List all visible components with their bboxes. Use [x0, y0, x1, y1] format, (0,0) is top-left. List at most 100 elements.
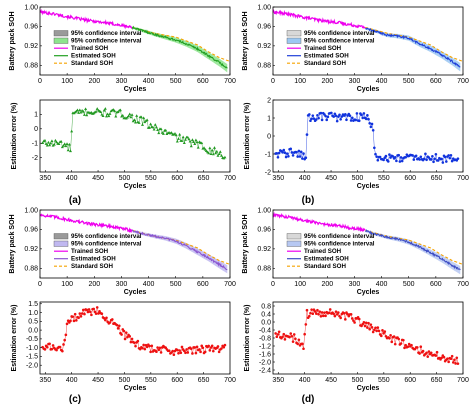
- error-point: [350, 116, 354, 120]
- error-point: [393, 156, 397, 159]
- error-point: [183, 138, 187, 141]
- error-point: [368, 121, 371, 125]
- error-point: [94, 312, 98, 315]
- error-xtick-label: 450: [92, 175, 104, 182]
- error-point: [361, 116, 365, 120]
- error-point: [159, 127, 163, 131]
- soh-xtick-label: 600: [197, 78, 209, 85]
- error-point: [133, 341, 136, 345]
- panel-label-a: (a): [69, 195, 81, 206]
- error-point: [291, 154, 295, 157]
- error-point: [95, 107, 99, 110]
- error-point: [287, 154, 290, 158]
- error-point: [58, 345, 62, 349]
- error-point: [312, 117, 316, 120]
- error-ytick-label: -0.4: [259, 327, 271, 334]
- soh-xtick-label: 100: [61, 78, 73, 85]
- error-xtick-label: 500: [119, 175, 131, 182]
- legend-ci-gray-label: 95% confidence interval: [304, 233, 375, 240]
- error-point: [389, 333, 392, 337]
- soh-ytick-label: 0.88: [257, 63, 271, 70]
- error-point: [116, 110, 120, 114]
- trained-soh-line: [272, 211, 366, 233]
- error-point: [313, 310, 317, 313]
- error-point: [182, 349, 186, 353]
- error-point: [419, 345, 423, 349]
- error-markers: [274, 111, 460, 164]
- error-ytick-label: 0.0: [261, 319, 271, 326]
- error-point: [129, 340, 133, 344]
- error-point: [404, 343, 407, 347]
- error-ytick-label: 0.0: [28, 327, 38, 334]
- error-xtick-label: 550: [145, 175, 157, 182]
- error-point: [185, 348, 188, 351]
- error-point: [65, 322, 69, 326]
- error-point: [303, 332, 306, 336]
- error-xtick-label: 500: [352, 377, 364, 384]
- error-point: [357, 317, 361, 321]
- error-point: [374, 326, 377, 330]
- error-point: [363, 324, 367, 328]
- error-point: [209, 152, 213, 155]
- error-point: [217, 350, 221, 354]
- error-point: [85, 113, 89, 117]
- error-point: [332, 115, 335, 118]
- error-point: [374, 152, 377, 156]
- error-point: [145, 345, 149, 349]
- error-point: [77, 316, 80, 320]
- error-point: [111, 108, 115, 111]
- error-point: [295, 150, 298, 154]
- error-point: [188, 139, 192, 143]
- error-point: [153, 123, 157, 126]
- error-point: [383, 330, 387, 333]
- error-point: [353, 321, 356, 324]
- legend-trained-label: Trained SOH: [71, 248, 109, 255]
- error-point: [418, 158, 421, 161]
- error-point: [215, 149, 219, 153]
- error-point: [127, 114, 131, 118]
- error-point: [81, 109, 85, 113]
- error-markers: [274, 308, 460, 365]
- error-point: [371, 128, 375, 132]
- error-xtick-label: 550: [145, 377, 157, 384]
- soh-xtick-label: 400: [143, 78, 155, 85]
- legend-ci-gray-swatch: [53, 233, 69, 240]
- error-point: [43, 348, 47, 351]
- error-point: [179, 351, 183, 355]
- error-point: [288, 335, 291, 339]
- error-point: [304, 323, 308, 326]
- legend-ci-color-label: 95% confidence interval: [304, 38, 375, 45]
- error-xtick-label: 600: [171, 175, 183, 182]
- error-point: [414, 154, 418, 158]
- error-xtick-label: 500: [119, 377, 131, 384]
- error-ylabel: Estimation error (%): [11, 103, 18, 170]
- error-point: [454, 362, 457, 365]
- error-point: [370, 326, 374, 329]
- error-point: [427, 350, 431, 353]
- error-point: [384, 154, 388, 158]
- error-point: [193, 346, 197, 349]
- error-point: [184, 351, 187, 355]
- legend-estimated-label: Estimated SOH: [304, 53, 349, 60]
- soh-xtick-label: 400: [376, 78, 388, 85]
- error-point: [45, 345, 49, 349]
- error-point: [354, 118, 358, 122]
- standard-soh-line: [132, 229, 231, 265]
- error-point: [362, 321, 366, 324]
- standard-soh-line: [132, 26, 231, 62]
- trained-soh-line: [39, 213, 133, 234]
- legend-estimated-label: Estimated SOH: [71, 256, 116, 263]
- error-point: [195, 140, 199, 144]
- soh-xtick-label: 100: [61, 281, 73, 288]
- error-point: [362, 112, 366, 115]
- legend-ci-gray-label: 95% confidence interval: [71, 233, 142, 240]
- error-point: [376, 158, 380, 162]
- legend-ci-color-swatch: [53, 240, 69, 247]
- error-point: [377, 329, 381, 333]
- error-point: [339, 117, 342, 121]
- error-point: [281, 151, 284, 154]
- error-point: [50, 347, 54, 351]
- error-point: [182, 141, 186, 144]
- error-ytick-label: -2.4: [259, 367, 271, 374]
